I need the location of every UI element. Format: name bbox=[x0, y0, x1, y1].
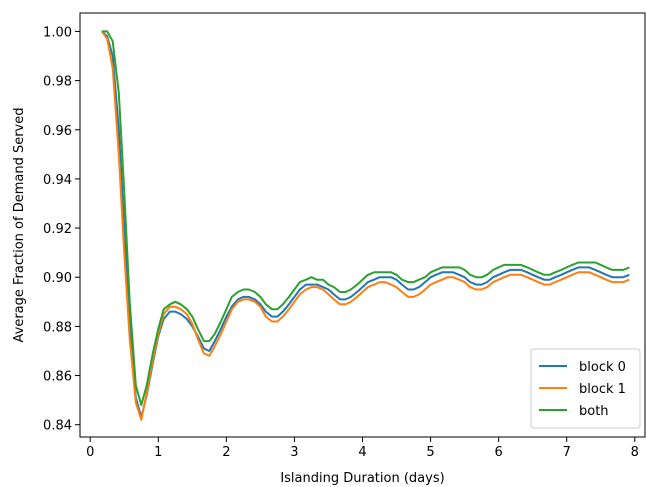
series-line-block-0 bbox=[101, 30, 630, 419]
y-tick-label: 0.98 bbox=[43, 75, 72, 90]
y-tick-label: 0.88 bbox=[43, 320, 72, 335]
x-tick-label: 1 bbox=[154, 445, 162, 460]
legend-label-both: both bbox=[579, 404, 609, 419]
y-tick-label: 1.00 bbox=[43, 25, 72, 40]
legend-label-block-1: block 1 bbox=[579, 382, 626, 397]
x-tick-label: 5 bbox=[426, 445, 434, 460]
y-tick-label: 0.96 bbox=[43, 124, 72, 139]
plot-frame bbox=[79, 12, 646, 438]
x-tick-label: 0 bbox=[86, 445, 94, 460]
y-tick-label: 0.92 bbox=[43, 222, 72, 237]
x-tick-label: 6 bbox=[495, 445, 503, 460]
x-axis-ticks: 0 1 2 3 4 5 6 7 8 bbox=[86, 437, 639, 460]
legend: block 0 block 1 both bbox=[530, 348, 641, 429]
x-axis-label: Islanding Duration (days) bbox=[280, 471, 444, 486]
y-axis-ticks: 0.84 0.86 0.88 0.90 0.92 0.94 0.96 0.98 1.00 bbox=[43, 25, 80, 434]
y-axis-label: Average Fraction of Demand Served bbox=[12, 107, 27, 342]
x-tick-label: 2 bbox=[222, 445, 230, 460]
series-line-both bbox=[101, 30, 630, 406]
y-tick-label: 0.94 bbox=[43, 173, 72, 188]
legend-box bbox=[530, 348, 641, 429]
x-tick-label: 7 bbox=[563, 445, 571, 460]
y-tick-label: 0.86 bbox=[43, 370, 72, 385]
x-tick-label: 3 bbox=[290, 445, 298, 460]
y-tick-label: 0.90 bbox=[43, 271, 72, 286]
series-layer bbox=[100, 30, 630, 421]
series-line-block-1 bbox=[100, 30, 630, 421]
x-tick-label: 8 bbox=[631, 445, 639, 460]
y-tick-label: 0.84 bbox=[43, 419, 72, 434]
legend-label-block-0: block 0 bbox=[579, 360, 626, 375]
x-tick-label: 4 bbox=[358, 445, 366, 460]
